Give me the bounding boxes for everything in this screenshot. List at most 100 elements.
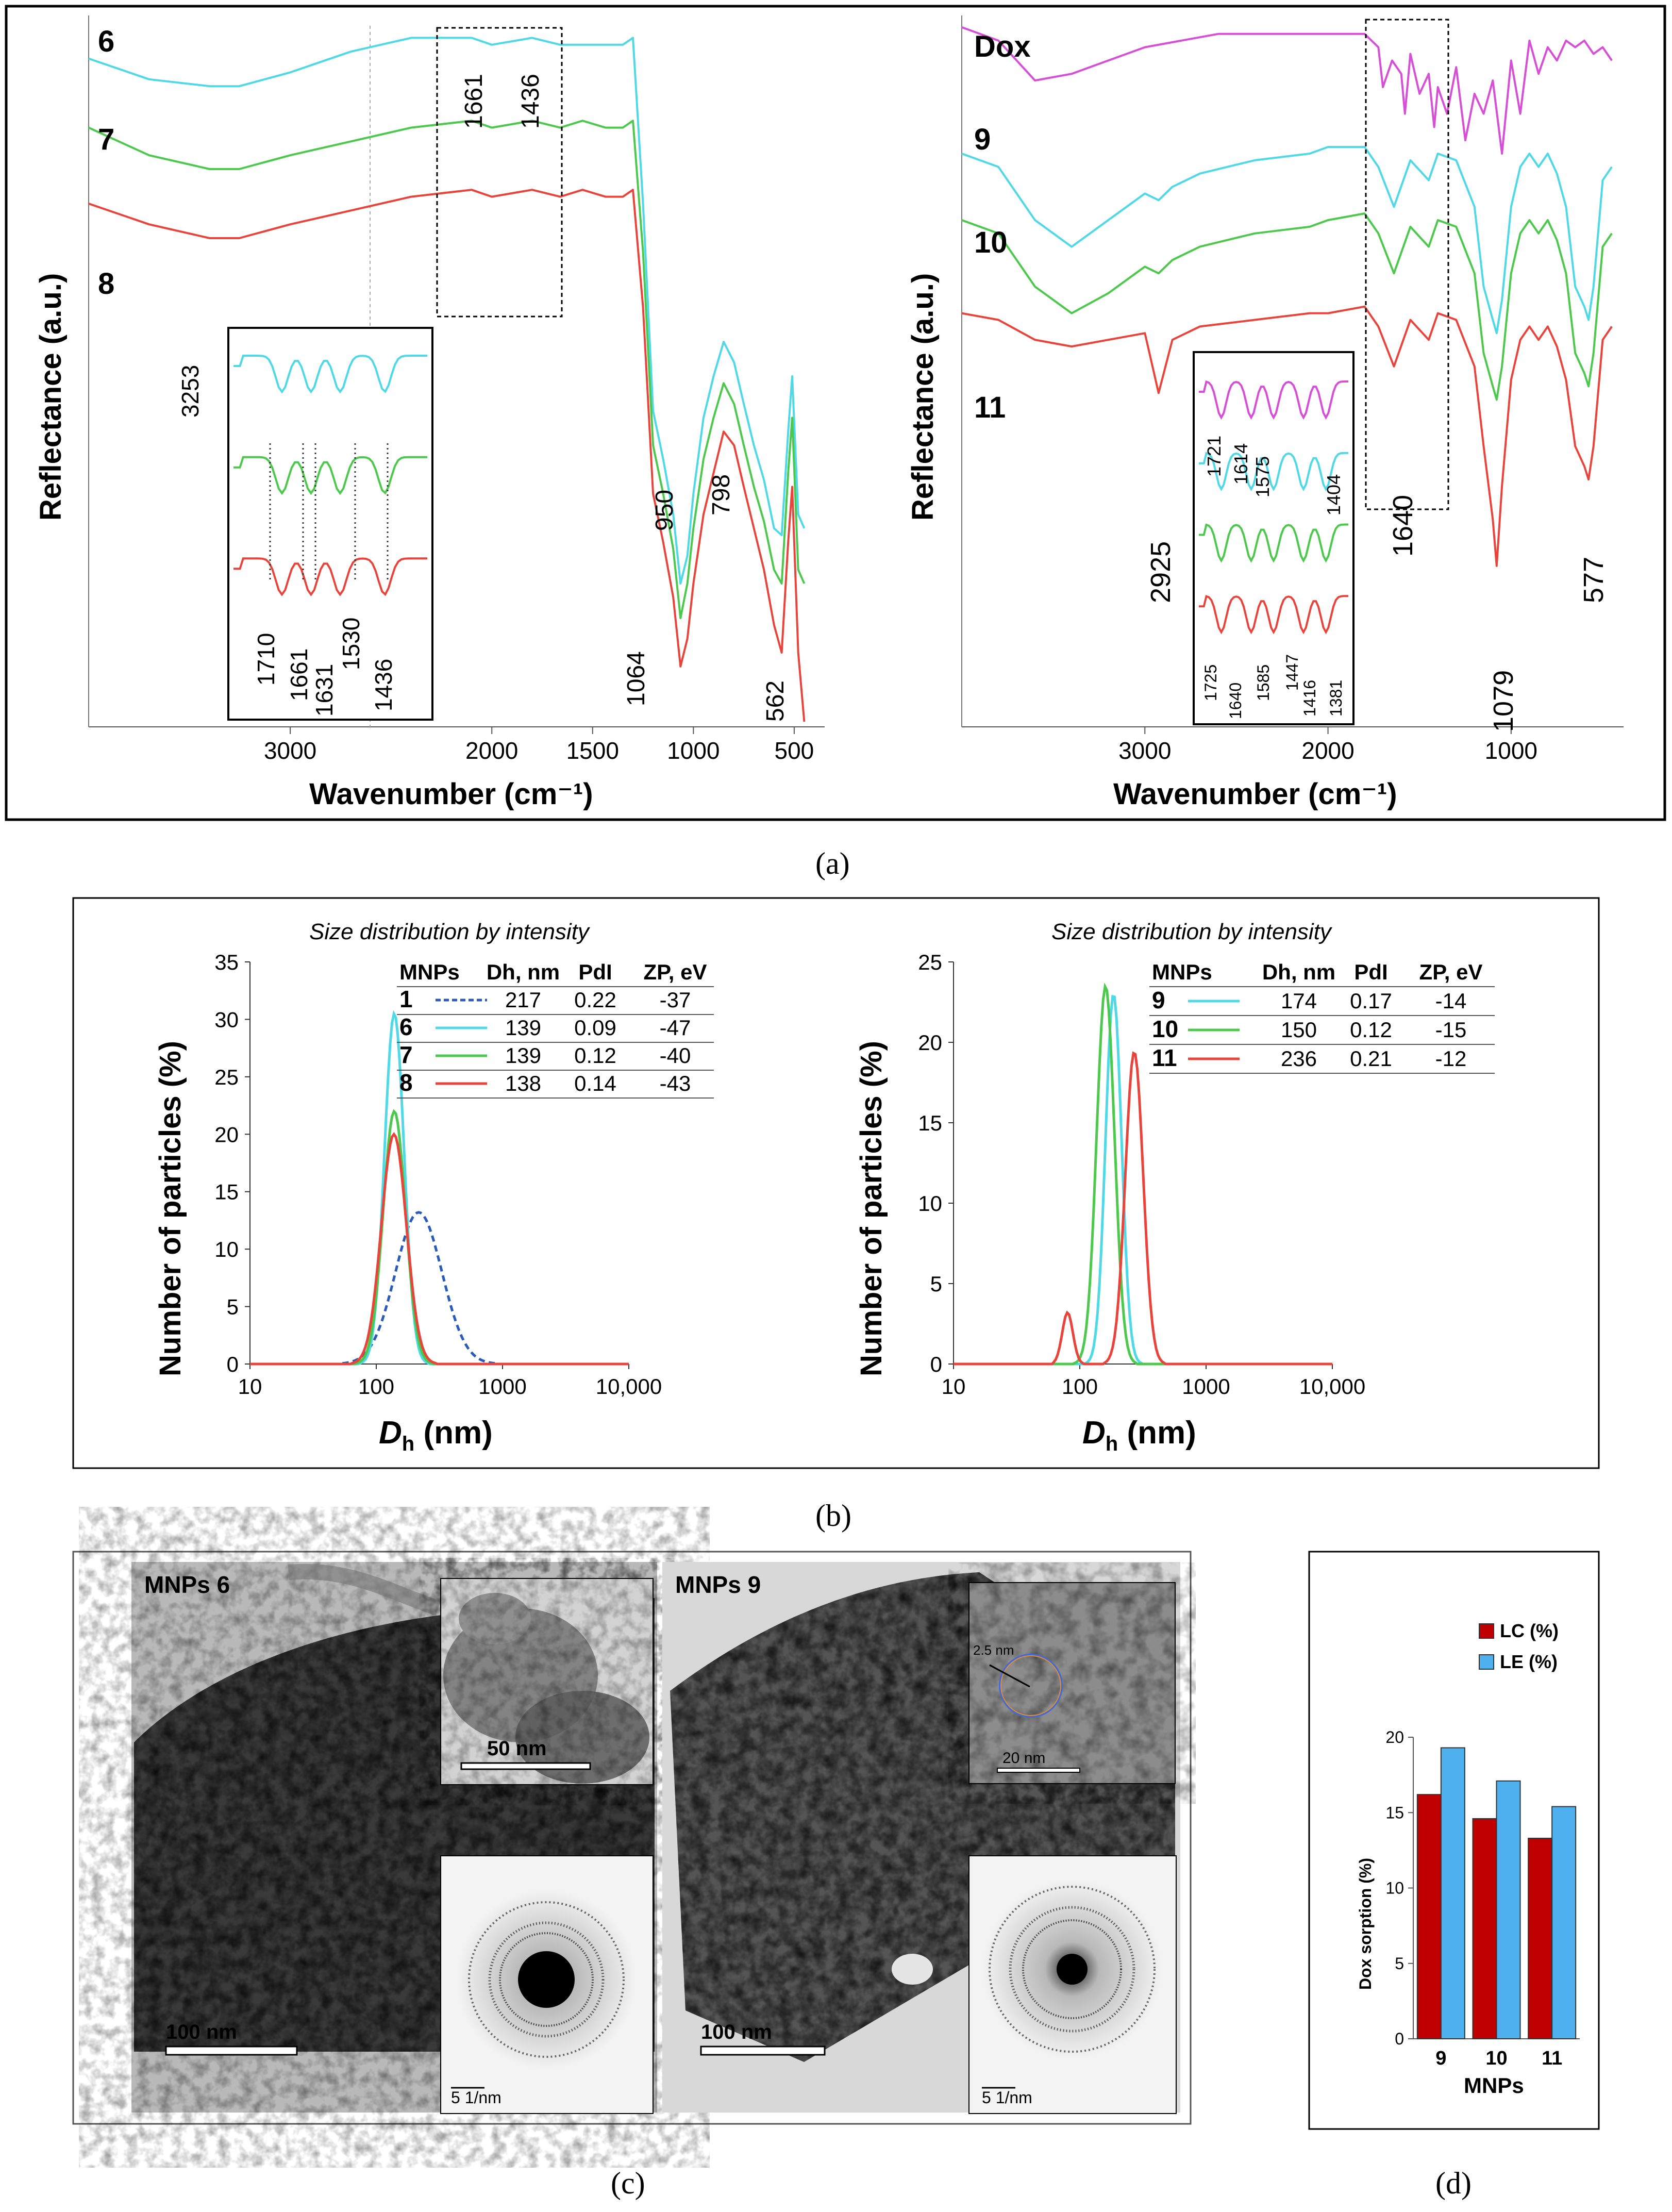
panel-a-frame xyxy=(5,5,1666,821)
ftir-left-label-6: 6 xyxy=(98,25,114,58)
bar-xtick-label-9: 9 xyxy=(1435,2048,1446,2069)
ftir-right-ann-1079: 1079 xyxy=(1488,670,1519,732)
bar-legend-swatch-0 xyxy=(1479,1623,1494,1639)
tem-left-inset-hr: 50 nm xyxy=(440,1578,654,1785)
ftir-right-label-11: 11 xyxy=(974,391,1006,424)
bar-ylabel: Dox sorption (%) xyxy=(1356,1858,1375,1990)
bar-le-9 xyxy=(1440,1747,1465,2040)
ftir-left-xtick-label-1: 2000 xyxy=(465,737,518,764)
dls-left-curve-7 xyxy=(250,1109,629,1366)
ftir-left-inset-frame xyxy=(227,327,433,721)
tem-right-scalebar xyxy=(700,2045,826,2056)
dls-left-table-pdi-1: 0.22 xyxy=(574,988,616,1012)
ftir-left-ylabel: Reflectance (a.u.) xyxy=(34,273,68,521)
dls-left-table-pdi-8: 0.14 xyxy=(574,1071,616,1095)
inset-label-1710: 1710 xyxy=(253,633,279,686)
inset-r-label-1585: 1585 xyxy=(1254,664,1273,701)
tem-image-left: MNPs 6 100 nm 50 nm 5 1/nm xyxy=(131,1562,657,2114)
dls-right-curve-11 xyxy=(954,1051,1332,1366)
dls-left-table-zp-6: -47 xyxy=(660,1016,691,1040)
bar-legend-label-1: LE (%) xyxy=(1500,1651,1558,1672)
ftir-left-inset-6 xyxy=(233,355,427,394)
bar-ytick-label-2: 10 xyxy=(1385,1879,1404,1898)
dls-right-table-dh-10: 150 xyxy=(1281,1018,1317,1042)
ftir-right-inset-10 xyxy=(1199,523,1348,563)
dls-left-ytick-label-6: 30 xyxy=(214,1007,239,1032)
inset-r-label-1447: 1447 xyxy=(1283,654,1301,691)
dls-right-xtick-label-0: 10 xyxy=(942,1374,966,1399)
bar-ytick-label-3: 15 xyxy=(1385,1803,1404,1822)
dls-left-table-id-8: 8 xyxy=(399,1069,413,1096)
bar-le-11 xyxy=(1551,1806,1577,2040)
dls-left-xtick-label-2: 1000 xyxy=(478,1374,526,1399)
inset-r-label-1614: 1614 xyxy=(1230,443,1251,485)
dls-right-xlabel: Dh (nm) xyxy=(1082,1415,1196,1455)
dls-left-table-header-2: PdI xyxy=(578,960,612,984)
dls-right-ylabel: Number of particles (%) xyxy=(855,1041,888,1376)
ftir-right-xtick-label-2: 1000 xyxy=(1485,737,1537,764)
ftir-left-label-7: 7 xyxy=(98,123,114,156)
ftir-right-inset-9 xyxy=(1199,452,1348,492)
dls-right-ytick-label-2: 10 xyxy=(918,1191,942,1216)
tem-left-inset-scalebar xyxy=(460,1762,591,1770)
ftir-left-ann-950: 950 xyxy=(651,490,678,531)
ftir-right-label-10: 10 xyxy=(974,226,1008,259)
dls-left-table-id-7: 7 xyxy=(399,1041,413,1068)
dls-right-table-pdi-11: 0.21 xyxy=(1350,1046,1392,1071)
ftir-left-series-7 xyxy=(88,120,806,619)
dls-right-ytick-label-3: 15 xyxy=(918,1111,942,1135)
dls-right-xtick-label-2: 1000 xyxy=(1182,1374,1230,1399)
bar-le-10 xyxy=(1496,1780,1521,2039)
panel-d-frame xyxy=(1308,1551,1600,2130)
dls-left-ytick-label-4: 20 xyxy=(214,1122,239,1146)
inset-r-label-1404: 1404 xyxy=(1323,474,1344,515)
panel-label-b: (b) xyxy=(815,1499,851,1533)
dls-left-table-zp-8: -43 xyxy=(660,1071,691,1095)
dls-left-table-pdi-6: 0.09 xyxy=(574,1016,616,1040)
bar-lc-10 xyxy=(1472,1818,1497,2039)
dls-left-table-header-1: Dh, nm xyxy=(487,960,560,984)
ftir-left-zoom-box xyxy=(436,27,563,318)
ftir-left-xlabel: Wavenumber (cm⁻¹) xyxy=(309,777,593,811)
dls-right-table-header-0: MNPs xyxy=(1152,960,1212,984)
dls-right-title: Size distribution by intensity xyxy=(1051,919,1333,944)
dls-left-curve-1 xyxy=(250,1211,629,1366)
ftir-right-series-9 xyxy=(961,146,1613,335)
dls-left-table-dh-6: 139 xyxy=(505,1016,541,1040)
ftir-left-xtick-label-2: 1500 xyxy=(566,737,619,764)
tem-left-saed-scale-label: 5 1/nm xyxy=(451,2088,501,2107)
tem-image-right: MNPs 9 100 nm 2.5 nm 20 nm 5 1/nm xyxy=(662,1562,1180,2114)
dls-left-xlabel: Dh (nm) xyxy=(379,1415,493,1455)
ftir-left-inset-7 xyxy=(233,456,427,495)
ftir-right-ann-1640: 1640 xyxy=(1387,495,1418,557)
dls-right-table-zp-9: -14 xyxy=(1435,989,1467,1013)
dls-left-table-pdi-7: 0.12 xyxy=(574,1043,616,1068)
dls-right-table-id-11: 11 xyxy=(1152,1044,1177,1071)
dls-left-ytick-label-2: 10 xyxy=(214,1237,239,1261)
tem-right-title: MNPs 9 xyxy=(675,1571,761,1598)
tem-right-scale-label: 100 nm xyxy=(701,2021,772,2043)
dls-left-ytick-label-7: 35 xyxy=(214,950,239,974)
dls-left-curve-8 xyxy=(250,1132,629,1366)
dls-left-table-id-1: 1 xyxy=(399,986,413,1012)
ftir-left-ann-3253: 3253 xyxy=(177,365,204,418)
dls-left-table-zp-1: -37 xyxy=(660,988,691,1012)
ftir-left-ann-562: 562 xyxy=(762,680,789,722)
ftir-right-ann-2925: 2925 xyxy=(1145,541,1176,603)
ftir-left-inset: 1710 1661 1631 1530 1436 xyxy=(227,327,433,721)
dls-right-table-header-3: ZP, eV xyxy=(1419,960,1483,984)
dls-right-table-zp-11: -12 xyxy=(1435,1046,1467,1071)
dls-left-ytick-label-5: 25 xyxy=(214,1065,239,1089)
ftir-right-series-Dox xyxy=(961,26,1613,155)
ftir-left-ann-1661: 1661 xyxy=(460,74,488,129)
inset-label-1631: 1631 xyxy=(311,664,338,717)
inset-r-label-1725: 1725 xyxy=(1201,664,1220,701)
ftir-right-ann-577: 577 xyxy=(1578,557,1609,603)
ftir-right-inset-Dox xyxy=(1199,380,1348,420)
dls-right-table-dh-11: 236 xyxy=(1281,1046,1317,1071)
bar-xtick-label-10: 10 xyxy=(1485,2048,1507,2069)
bar-lc-9 xyxy=(1416,1794,1442,2039)
ftir-left-chart: 3000 2000 1500 1000 500 6 7 8 1661 1436 3253… xyxy=(34,15,825,811)
inset-label-1661: 1661 xyxy=(286,648,312,701)
tem-left-title: MNPs 6 xyxy=(144,1571,230,1598)
